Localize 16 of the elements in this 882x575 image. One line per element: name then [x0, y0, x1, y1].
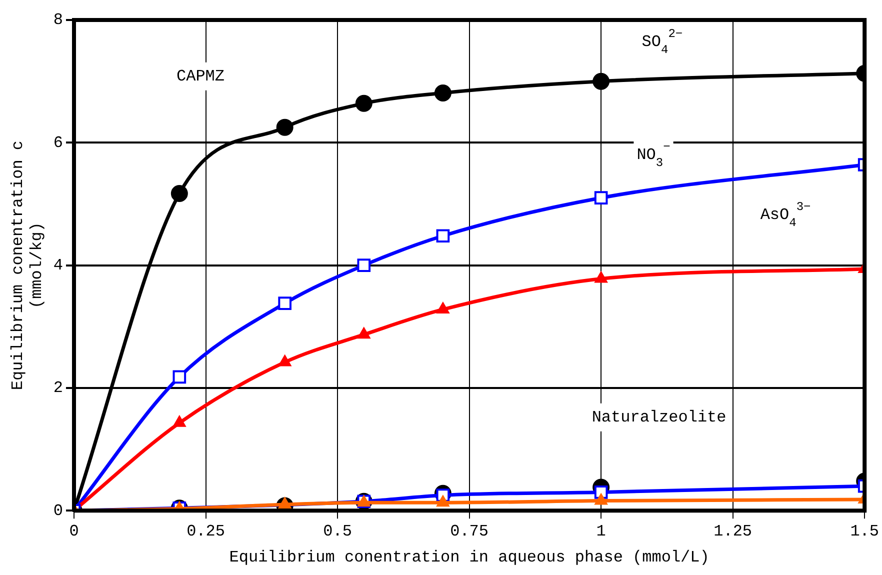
annotation: CAPMZ — [176, 68, 225, 86]
x-axis-title: Equilibrium conentration in aqueous phase (mmol/L) — [229, 548, 710, 567]
y-tick-label: 2 — [53, 379, 63, 398]
x-tick-label: 0.5 — [323, 522, 352, 540]
y-tick-label: 0 — [53, 502, 63, 520]
y-tick-label: 4 — [53, 256, 63, 275]
x-tick-label: 0 — [69, 522, 79, 540]
y-axis-title: Equilibrium conentration c (mmol/kg) — [8, 140, 46, 390]
y-tick-label: 8 — [53, 11, 63, 30]
annotation: Naturalzeolite — [592, 408, 726, 427]
y-tick-label: 6 — [53, 134, 63, 152]
x-tick-label: 0.25 — [186, 522, 225, 540]
x-tick-label: 1.5 — [850, 522, 880, 540]
x-tick-label: 1 — [596, 522, 606, 540]
x-tick-label: 0.75 — [450, 522, 489, 540]
x-tick-label: 1.25 — [714, 522, 752, 540]
